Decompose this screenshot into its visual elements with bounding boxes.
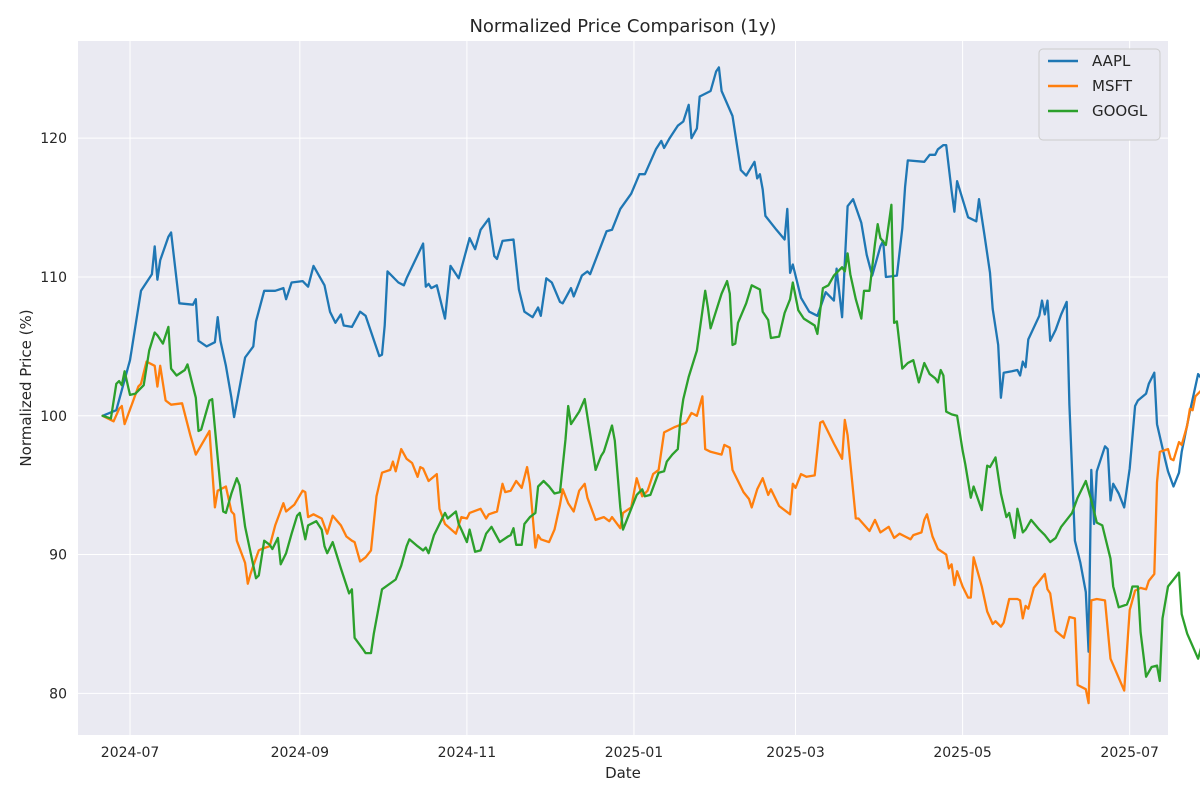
x-tick-label: 2024-09 [271,745,330,761]
x-tick-label: 2025-03 [766,745,825,761]
plot-area [78,41,1168,735]
series-line-msft [101,360,1200,705]
grid-lines [78,41,1168,735]
y-axis-label: Normalized Price (%) [17,309,35,466]
x-tick-label: 2025-07 [1100,745,1159,761]
legend-label-aapl: AAPL [1092,52,1131,70]
tick-labels: 80 90 100 110 120 2024-07 2024-09 2024-11 2025-0… [40,131,1159,761]
series-lines [101,66,1200,705]
y-tick-label: 120 [40,131,67,147]
y-tick-label: 80 [49,686,67,702]
y-tick-label: 100 [40,409,67,425]
chart-title: Normalized Price Comparison (1y) [469,16,776,37]
x-tick-label: 2025-05 [933,745,992,761]
legend: AAPL MSFT GOOGL [1038,48,1161,141]
legend-label-googl: GOOGL [1092,102,1148,120]
x-axis-label: Date [605,764,641,782]
x-tick-label: 2024-11 [438,745,497,761]
x-tick-label: 2024-07 [101,745,160,761]
y-tick-label: 110 [40,270,67,286]
series-line-aapl [101,66,1200,653]
legend-box [1038,48,1161,141]
y-tick-label: 90 [49,548,67,564]
legend-label-msft: MSFT [1092,77,1133,95]
x-tick-label: 2025-01 [605,745,664,761]
series-line-googl [101,203,1200,683]
